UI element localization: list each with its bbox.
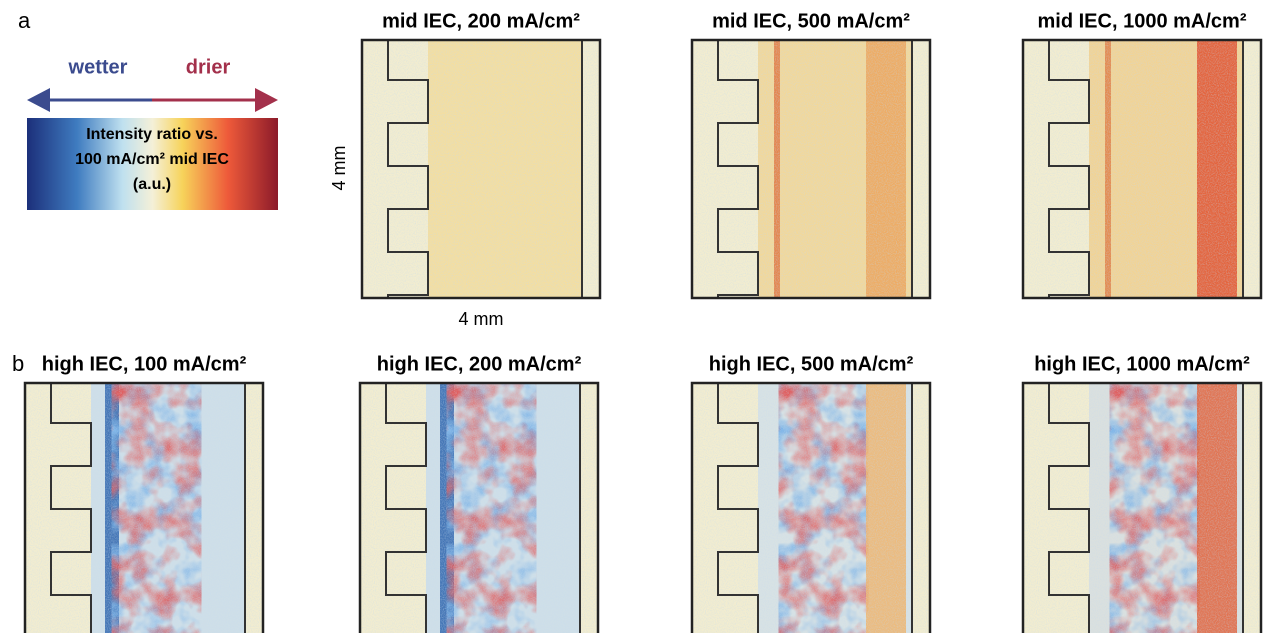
flow-field <box>717 383 759 633</box>
legend-drier: drier <box>186 56 231 78</box>
image <box>692 40 930 298</box>
colorbar <box>27 118 278 210</box>
flow-field <box>1048 40 1090 298</box>
scale-label: 4 mm <box>329 146 349 191</box>
arrow-head <box>27 88 50 112</box>
scale-label: 4 mm <box>459 309 504 329</box>
noise <box>692 40 930 298</box>
legend-wetter: wetter <box>68 56 128 78</box>
image-frame <box>23 381 265 633</box>
image-frame <box>1021 38 1263 300</box>
image-frame <box>690 38 932 300</box>
panel-label: a <box>18 8 31 33</box>
image <box>1023 383 1261 633</box>
panel-label: b <box>12 351 24 376</box>
image-title: high IEC, 1000 mA/cm² <box>1034 353 1250 375</box>
image-title: high IEC, 500 mA/cm² <box>709 353 914 375</box>
image-title: high IEC, 200 mA/cm² <box>377 353 582 375</box>
flow-field <box>387 40 429 298</box>
image-frame <box>1021 381 1263 633</box>
image <box>25 383 263 633</box>
image-title: mid IEC, 1000 mA/cm² <box>1038 10 1247 32</box>
colorbar-caption: 100 mA/cm² mid IEC <box>75 151 229 168</box>
image <box>362 40 600 298</box>
flow-field <box>385 383 427 633</box>
colorbar-caption: Intensity ratio vs. <box>86 126 218 143</box>
image <box>692 383 930 633</box>
flow-field <box>50 383 92 633</box>
image-title: mid IEC, 500 mA/cm² <box>712 10 910 32</box>
image-frame <box>690 381 932 633</box>
image-title: high IEC, 100 mA/cm² <box>42 353 247 375</box>
noise <box>362 40 600 298</box>
flow-field <box>717 40 759 298</box>
image-frame <box>360 38 602 300</box>
image-title: mid IEC, 200 mA/cm² <box>382 10 580 32</box>
colorbar-caption: (a.u.) <box>133 176 171 193</box>
image <box>360 383 598 633</box>
image <box>1023 40 1261 298</box>
noise <box>1023 40 1261 298</box>
image-frame <box>358 381 600 633</box>
arrow-head <box>255 88 278 112</box>
flow-field <box>1048 383 1090 633</box>
